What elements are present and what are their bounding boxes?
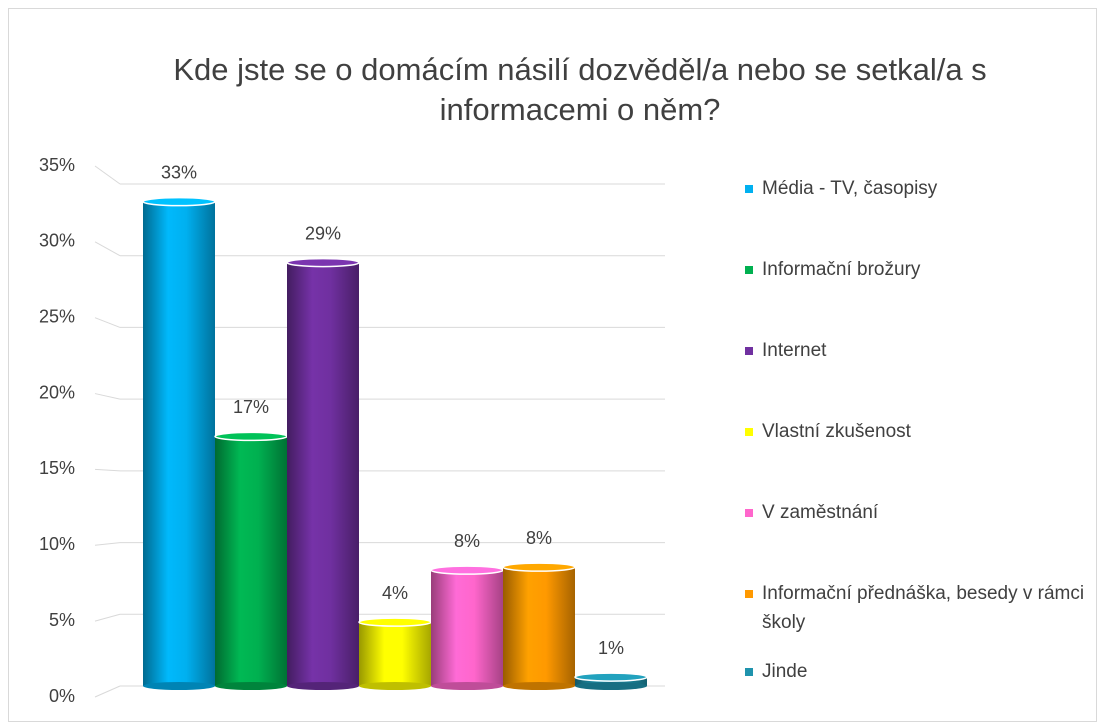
grid-line-diagonal	[94, 685, 121, 698]
grid-line-diagonal	[94, 468, 121, 472]
grid-line-diagonal	[94, 542, 121, 546]
y-tick-label: 5%	[49, 610, 75, 630]
grid-line-diagonal	[94, 317, 121, 328]
legend-swatch	[745, 428, 753, 436]
bar-base	[287, 682, 359, 690]
bar-base	[503, 682, 575, 690]
legend-item: V zaměstnání	[745, 498, 1085, 527]
y-tick-label: 10%	[39, 534, 75, 554]
bar-top	[214, 431, 288, 442]
legend-item: Internet	[745, 336, 1085, 365]
data-label: 17%	[233, 397, 269, 417]
bar-top	[574, 672, 648, 682]
legend-label: Jinde	[762, 661, 808, 682]
bar-base	[359, 682, 431, 690]
bar	[431, 570, 503, 686]
legend-item: Informační přednáška, besedy v rámci ško…	[745, 579, 1085, 637]
legend-swatch	[745, 185, 753, 193]
grid-line-diagonal	[94, 241, 121, 257]
bar-base	[431, 682, 503, 690]
y-tick-label: 20%	[39, 382, 75, 402]
chart-title: Kde jste se o domácím násilí dozvěděl/a …	[173, 52, 987, 127]
bar	[287, 262, 359, 686]
y-tick-label: 35%	[39, 155, 75, 175]
y-tick-label: 0%	[49, 686, 75, 706]
bar-top	[430, 565, 504, 575]
bar-top	[358, 617, 432, 627]
data-label: 8%	[526, 528, 552, 548]
bar	[143, 201, 215, 686]
bar-top	[502, 562, 576, 572]
legend-swatch	[745, 509, 753, 517]
grid-line-diagonal	[94, 165, 121, 185]
bar	[503, 567, 575, 686]
legend-item: Informační brožury	[745, 255, 1085, 284]
legend-label: Informační brožury	[762, 259, 921, 280]
legend-item: Média - TV, časopisy	[745, 174, 1085, 203]
legend-swatch	[745, 347, 753, 355]
legend-label: Vlastní zkušenost	[762, 421, 911, 442]
data-label: 33%	[161, 162, 197, 182]
bar	[359, 622, 431, 686]
bar-base	[215, 682, 287, 690]
y-tick-label: 30%	[39, 231, 75, 251]
legend-swatch	[745, 668, 753, 676]
legend-item: Jinde	[745, 657, 1085, 686]
y-tick-label: 25%	[39, 306, 75, 326]
data-label: 8%	[454, 531, 480, 551]
bar-top	[142, 196, 216, 207]
legend-label: Média - TV, časopisy	[762, 178, 938, 199]
data-label: 29%	[305, 223, 341, 243]
legend-item: Vlastní zkušenost	[745, 417, 1085, 446]
legend-label: Informační přednáška, besedy v rámci ško…	[762, 583, 1085, 633]
bar-base	[143, 682, 215, 690]
y-tick-label: 15%	[39, 458, 75, 478]
data-label: 4%	[382, 583, 408, 603]
bar-base	[575, 682, 647, 690]
chart-border	[8, 8, 1097, 722]
bar-top	[286, 257, 360, 268]
grid-line-diagonal	[94, 393, 121, 400]
legend-label: V zaměstnání	[762, 502, 879, 523]
grid-line-diagonal	[94, 613, 121, 622]
data-label: 1%	[598, 638, 624, 658]
legend-swatch	[745, 266, 753, 274]
legend-swatch	[745, 590, 753, 598]
bar	[215, 436, 287, 686]
legend-label: Internet	[762, 340, 827, 361]
